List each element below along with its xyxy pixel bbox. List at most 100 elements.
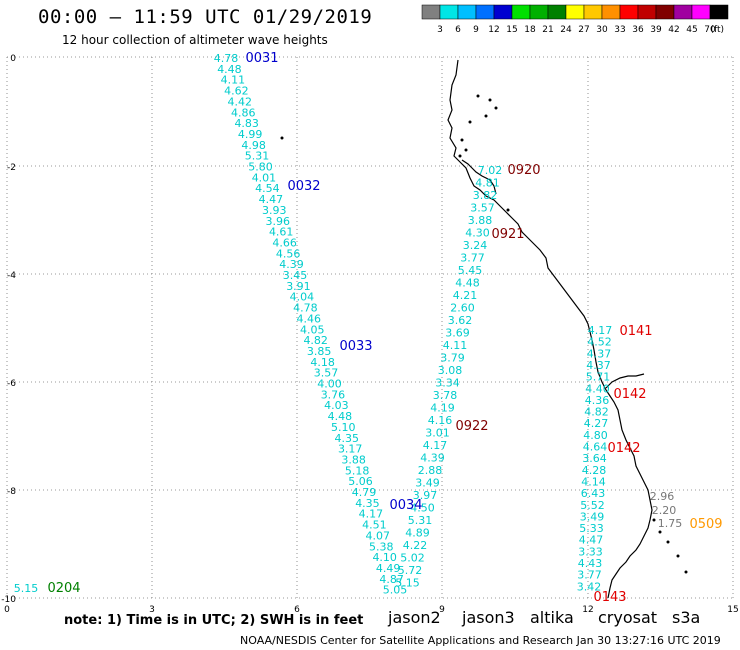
island [666,540,670,544]
island [684,570,688,574]
island [676,554,680,558]
track2-value: 4.22 [403,539,428,552]
track2-value: 3.69 [445,327,470,340]
legend-tick-label: 15 [506,25,517,35]
island [652,518,656,522]
x-tick-label: 15 [727,605,738,615]
track1-value: 4.82 [303,334,328,347]
track1-value: 4.01 [252,171,277,184]
legend-tick-label: 21 [542,25,553,35]
pass-time-label: 0921 [491,227,524,242]
track2-value: 4.21 [453,289,478,302]
pass-time-label: 0143 [593,590,626,605]
legend-tick-label: 70 [704,25,716,35]
track1-value: 4.04 [290,291,315,304]
track1-value: 4.03 [324,399,349,412]
track1-value: 4.56 [276,247,301,260]
pass-time-label: 0509 [689,517,722,532]
pass-time-label: 0142 [607,441,640,456]
track3-value: 4.43 [578,557,603,570]
track1-value: 4.51 [362,519,387,532]
island [484,114,488,118]
legend-tick-label: 36 [632,25,644,35]
track2-value: 3.08 [438,364,463,377]
track3-value: 6.43 [581,487,606,500]
track3-value: 3.33 [578,545,603,558]
legend-swatch [709,4,729,20]
track2-value: 4.39 [420,452,445,465]
track3-value: 4.37 [586,359,611,372]
track1-value: 5.80 [248,161,273,174]
track1-value: 4.98 [241,139,266,152]
track1-value: 4.48 [328,410,353,423]
pass-time-label: 0031 [245,51,278,66]
pass-time-label: 0141 [619,324,652,339]
mission-jason3: jason3 [462,608,515,627]
legend-tick-label: 30 [596,25,608,35]
islands [280,94,688,574]
x-tick-label: 0 [4,605,10,615]
track2-value: 4.48 [455,277,480,290]
pass-time-label: 0034 [389,498,422,513]
track3-value: 4.28 [582,464,607,477]
wave-height-values: 4.784.484.114.624.424.864.834.994.985.31… [14,52,683,597]
track1-value: 4.39 [279,258,304,271]
legend-tick-label: 39 [650,25,662,35]
track1-value: 4.49 [376,562,401,575]
pass-time-label: 0204 [47,581,80,596]
island [494,106,498,110]
track1-value: 5.31 [245,150,270,163]
footnote: note: 1) Time is in UTC; 2) SWH is in fe… [64,613,364,628]
track2-value: 4.17 [423,439,448,452]
track3-value: 4.36 [585,394,610,407]
credit-line: NOAA/NESDIS Center for Satellite Applica… [240,634,721,647]
track1-value: 5.18 [345,464,370,477]
track3-value: 4.37 [587,347,612,360]
color-legend: 3 6 9 12 15 18 21 24 27 30 33 36 39 42 45 70(ft) [421,4,729,35]
extra-value: 1.75 [658,517,683,530]
track1-value: 4.10 [372,551,397,564]
axis-ticks: 0 3 6 9 12 15 0 -2 -4 -6 -8 -10 [1,54,738,615]
track1-value: 4.78 [293,302,318,315]
track2-value: 3.49 [415,477,440,490]
y-tick-label: 0 [10,54,16,64]
island [476,94,480,98]
track1-value: 3.85 [307,345,332,358]
track2-value: 3.01 [425,427,450,440]
legend-tick-label: 3 [437,25,443,35]
track3-value: 4.52 [587,336,612,349]
track1-value: 3.96 [266,215,291,228]
track1-value: 4.18 [310,356,335,369]
track1-value: 4.17 [359,508,384,521]
legend-tick-label: 42 [668,25,679,35]
track3-value: 5.71 [586,371,611,384]
legend-tick-label: 33 [614,25,625,35]
map-subtitle: 12 hour collection of altimeter wave hei… [62,33,328,47]
pass-time-labels: 0031 0032 0033 0034 0204 0920 0921 0922 0141 0142… [47,51,722,605]
track2-value: 2.60 [450,302,475,315]
y-tick-label: -2 [7,163,16,173]
track2-value: 5.45 [458,264,483,277]
grid-lines [6,56,734,599]
track1-value: 4.47 [259,193,284,206]
track1-value: 3.76 [321,388,346,401]
track1-value: 3.57 [314,367,339,380]
track1-value: 4.66 [272,236,297,249]
mission-jason2: jason2 [388,608,441,627]
track2-value: 3.62 [448,314,473,327]
y-tick-label: -10 [1,595,16,605]
track1-value: 4.46 [297,312,322,325]
pass-time-label: 0142 [613,387,646,402]
track1-value: 4.86 [231,106,256,119]
island [460,138,464,142]
extra-value: 5.15 [14,582,39,595]
x-tick-label: 6 [294,605,300,615]
track2-value: 3.82 [473,189,498,202]
track2-value: 3.34 [435,377,460,390]
track2-value: 5.02 [400,552,425,565]
legend-tick-label: 45 [686,25,697,35]
track2-value: 3.24 [463,239,488,252]
track3-value: 5.33 [579,522,604,535]
pass-time-label: 0920 [507,163,540,178]
